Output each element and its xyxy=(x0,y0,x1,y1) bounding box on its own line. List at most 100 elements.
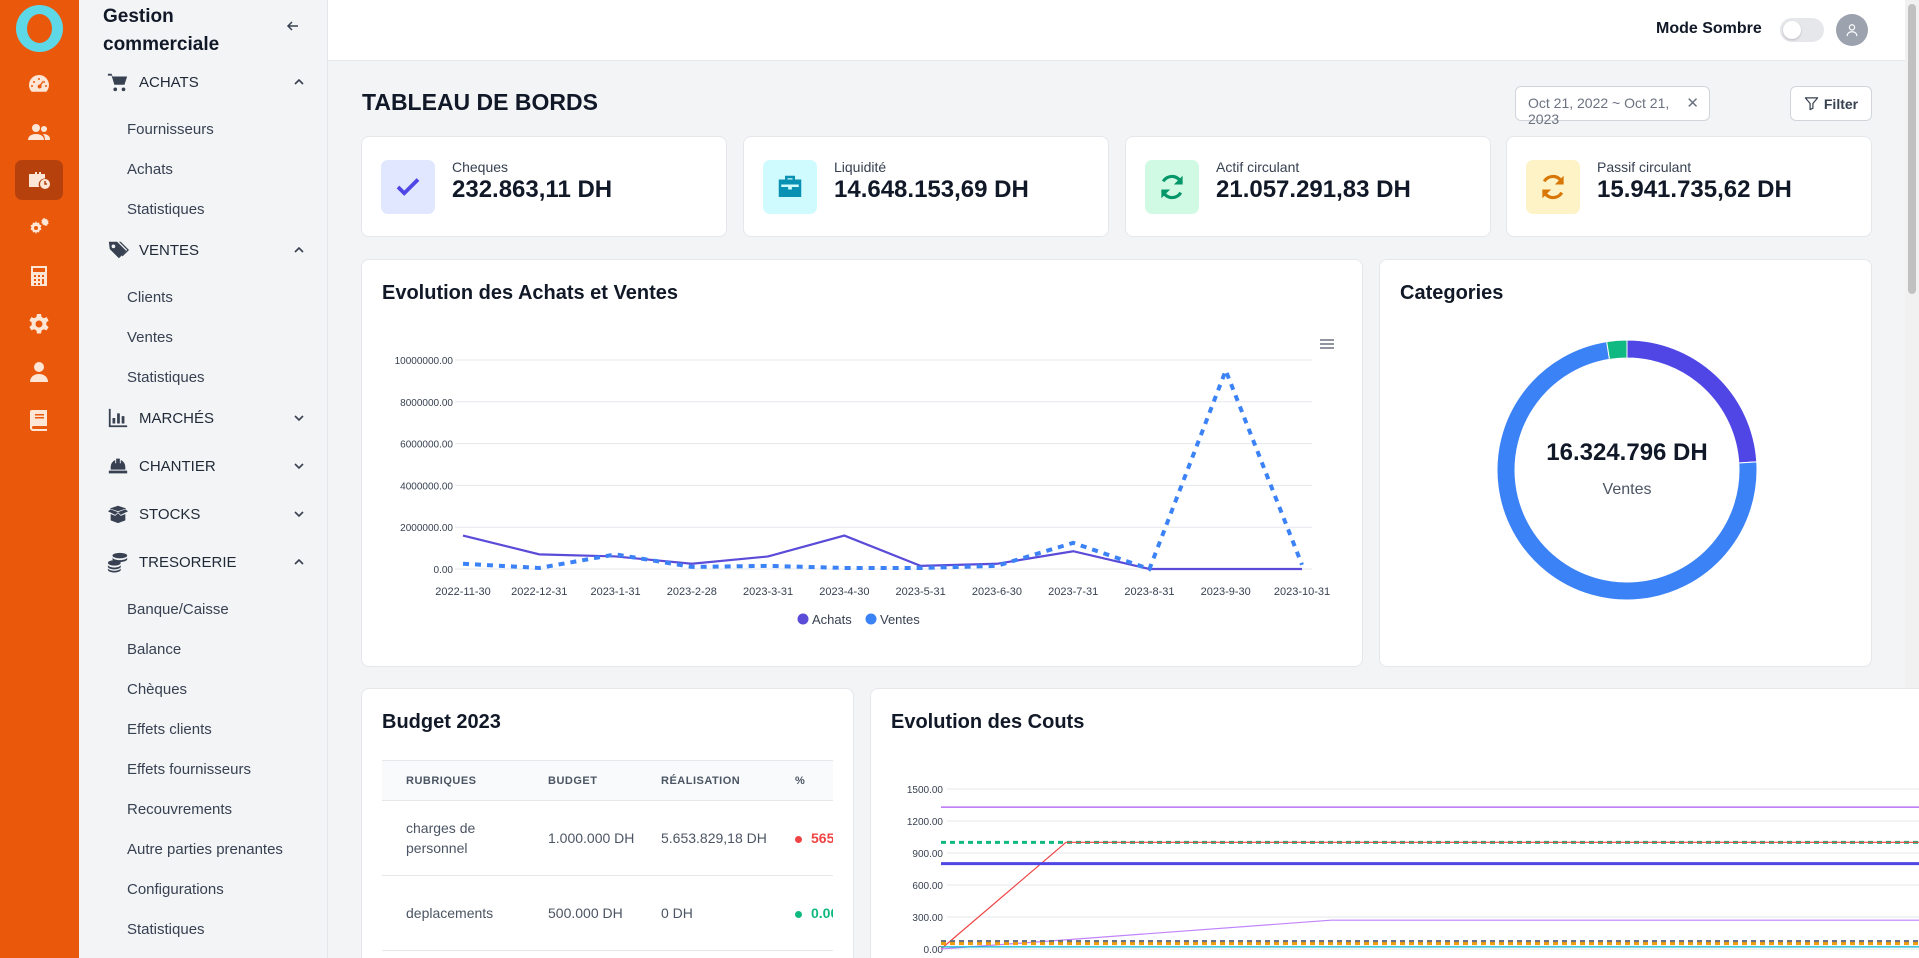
stat-card-liquidite: Liquidité 14.648.153,69 DH xyxy=(743,136,1109,237)
user-icon[interactable] xyxy=(15,352,63,392)
column-header: % xyxy=(771,760,833,801)
x-tick-label: 2023-6-30 xyxy=(972,586,1022,598)
evolution-chart-card: Evolution des Achats et Ventes 0.00 20000… xyxy=(361,259,1363,667)
sidebar-item-statistiques-achats[interactable]: Statistiques xyxy=(127,201,205,218)
legend-label[interactable]: Achats xyxy=(812,612,852,627)
sidebar-item-configurations[interactable]: Configurations xyxy=(127,881,224,898)
stat-card-cheques: Cheques 232.863,11 DH xyxy=(361,136,727,237)
user-icon xyxy=(1846,24,1858,37)
status-dot xyxy=(795,835,802,843)
couts-chart: 0.00 300.00 600.00 900.00 1200.00 1500.00 xyxy=(907,785,1919,956)
stat-label: Passif circulant xyxy=(1597,159,1692,175)
filter-label: Filter xyxy=(1823,95,1859,112)
filter-button[interactable]: Filter xyxy=(1790,86,1872,121)
stat-card-passif-circulant: Passif circulant 15.941.735,62 DH xyxy=(1506,136,1872,237)
budget-cell: 500.000 DH xyxy=(524,875,637,951)
series-line-achats xyxy=(462,534,1302,571)
sidebar-section-marches[interactable]: MARCHÉS xyxy=(105,403,305,433)
couts-series-line-4 xyxy=(940,919,1919,950)
briefcase-clock-icon[interactable] xyxy=(15,160,63,200)
chevron-up-icon xyxy=(294,78,304,85)
sidebar-section-tresorerie[interactable]: TRESORERIE xyxy=(105,547,305,577)
sidebar-item-achats[interactable]: Achats xyxy=(127,161,173,178)
sidebar-item-balance[interactable]: Balance xyxy=(127,641,182,658)
realisation-cell: 5.653.829,18 DH xyxy=(637,800,771,876)
x-tick-label: 2023-2-28 xyxy=(667,586,717,598)
top-header: Mode Sombre xyxy=(328,0,1905,61)
sidebar-item-clients[interactable]: Clients xyxy=(127,289,173,306)
gears-icon[interactable] xyxy=(15,208,63,248)
date-range-value: Oct 21, 2022 ~ Oct 21, 2023 xyxy=(1528,95,1670,127)
y-tick-label: 1500.00 xyxy=(907,785,944,796)
gear-icon[interactable] xyxy=(15,304,63,344)
stat-label: Cheques xyxy=(452,159,509,175)
clear-icon[interactable]: ✕ xyxy=(1686,95,1699,112)
collapse-sidebar-icon[interactable] xyxy=(285,18,301,34)
app-logo[interactable] xyxy=(16,5,63,52)
sidebar-section-ventes[interactable]: VENTES xyxy=(105,235,305,265)
realisation-cell: 0 DH xyxy=(637,875,771,951)
dashboard-icon[interactable] xyxy=(15,64,63,104)
column-header: RUBRIQUES xyxy=(382,760,524,801)
sidebar-section-label: TRESORERIE xyxy=(139,553,237,571)
card-title: Categories xyxy=(1400,282,1504,304)
x-tick-label: 2023-9-30 xyxy=(1201,586,1251,598)
y-tick-label: 300.00 xyxy=(912,913,943,924)
couts-chart-card: Evolution des Couts 0.00 300.00 600.00 900.… xyxy=(870,688,1919,958)
dark-mode-toggle[interactable] xyxy=(1780,18,1824,42)
sidebar-section-label: MARCHÉS xyxy=(139,409,215,427)
y-tick-label: 4000000.00 xyxy=(400,481,453,492)
sidebar-item-ventes[interactable]: Ventes xyxy=(127,329,173,346)
sidebar-item-fournisseurs[interactable]: Fournisseurs xyxy=(127,121,214,138)
budget-cell: 1.000.000 DH xyxy=(524,800,637,876)
sidebar-section-label: VENTES xyxy=(139,241,200,259)
x-tick-label: 2023-10-31 xyxy=(1274,586,1330,598)
table-row: charges de personnel 1.000.000 DH 5.653.… xyxy=(382,800,833,876)
stat-card-actif-circulant: Actif circulant 21.057.291,83 DH xyxy=(1125,136,1491,237)
y-tick-label: 0.00 xyxy=(924,945,944,956)
legend-label[interactable]: Ventes xyxy=(880,612,920,627)
icon-rail xyxy=(0,0,79,958)
rubrique-cell: deplacements xyxy=(382,875,524,951)
date-range-input[interactable]: Oct 21, 2022 ~ Oct 21, 2023 ✕ xyxy=(1515,86,1710,127)
chart-menu-icon[interactable] xyxy=(1319,337,1337,351)
x-tick-label: 2023-8-31 xyxy=(1124,586,1174,598)
stat-value: 15.941.735,62 DH xyxy=(1597,176,1792,203)
donut-slice-1[interactable] xyxy=(1496,341,1758,601)
pct-cell: 0.00 xyxy=(771,875,833,951)
evolution-chart: 0.00 2000000.00 4000000.00 6000000.00 800000… xyxy=(395,337,1337,627)
y-tick-label: 8000000.00 xyxy=(400,398,453,409)
donut-total: 16.324.796 DH xyxy=(1546,439,1707,466)
column-header: RÉALISATION xyxy=(637,760,771,801)
sidebar-section-stocks[interactable]: STOCKS xyxy=(105,499,305,529)
couts-series-line-2 xyxy=(940,841,1919,950)
sidebar-item-autre-parties-prenantes[interactable]: Autre parties prenantes xyxy=(127,841,283,858)
avatar[interactable] xyxy=(1836,14,1868,46)
y-tick-label: 10000000.00 xyxy=(395,356,454,367)
sidebar-item-cheques[interactable]: Chèques xyxy=(127,681,188,698)
sidebar-item-effets-fournisseurs[interactable]: Effets fournisseurs xyxy=(127,761,251,778)
sidebar-item-statistiques-ventes[interactable]: Statistiques xyxy=(127,369,205,386)
table-row: deplacements 500.000 DH 0 DH 0.00 xyxy=(382,875,833,951)
sidebar-section-chantier[interactable]: CHANTIER xyxy=(105,451,305,481)
sidebar-item-recouvrements[interactable]: Recouvrements xyxy=(127,801,233,818)
stat-value: 21.057.291,83 DH xyxy=(1216,176,1411,203)
scrollbar-thumb[interactable] xyxy=(1908,4,1916,294)
x-tick-label: 2023-1-31 xyxy=(590,586,640,598)
card-title: Evolution des Couts xyxy=(891,711,1085,733)
card-title: Evolution des Achats et Ventes xyxy=(382,282,679,304)
donut-slice-2[interactable] xyxy=(1606,339,1628,360)
sidebar-item-banque-caisse[interactable]: Banque/Caisse xyxy=(127,601,229,618)
book-icon[interactable] xyxy=(15,400,63,440)
calculator-icon[interactable] xyxy=(15,256,63,296)
sidebar-section-label: CHANTIER xyxy=(139,457,216,475)
filter-icon xyxy=(1804,97,1819,111)
users-icon[interactable] xyxy=(15,112,63,152)
sidebar-item-statistiques-tresorerie[interactable]: Statistiques xyxy=(127,921,205,938)
sidebar-item-effets-clients[interactable]: Effets clients xyxy=(127,721,212,738)
sidebar-section-achats[interactable]: ACHATS xyxy=(105,67,305,97)
sidebar-section-label: ACHATS xyxy=(139,73,199,91)
briefcase-icon xyxy=(763,160,817,214)
chevron-up-icon xyxy=(294,246,304,253)
box-icon xyxy=(105,503,131,525)
